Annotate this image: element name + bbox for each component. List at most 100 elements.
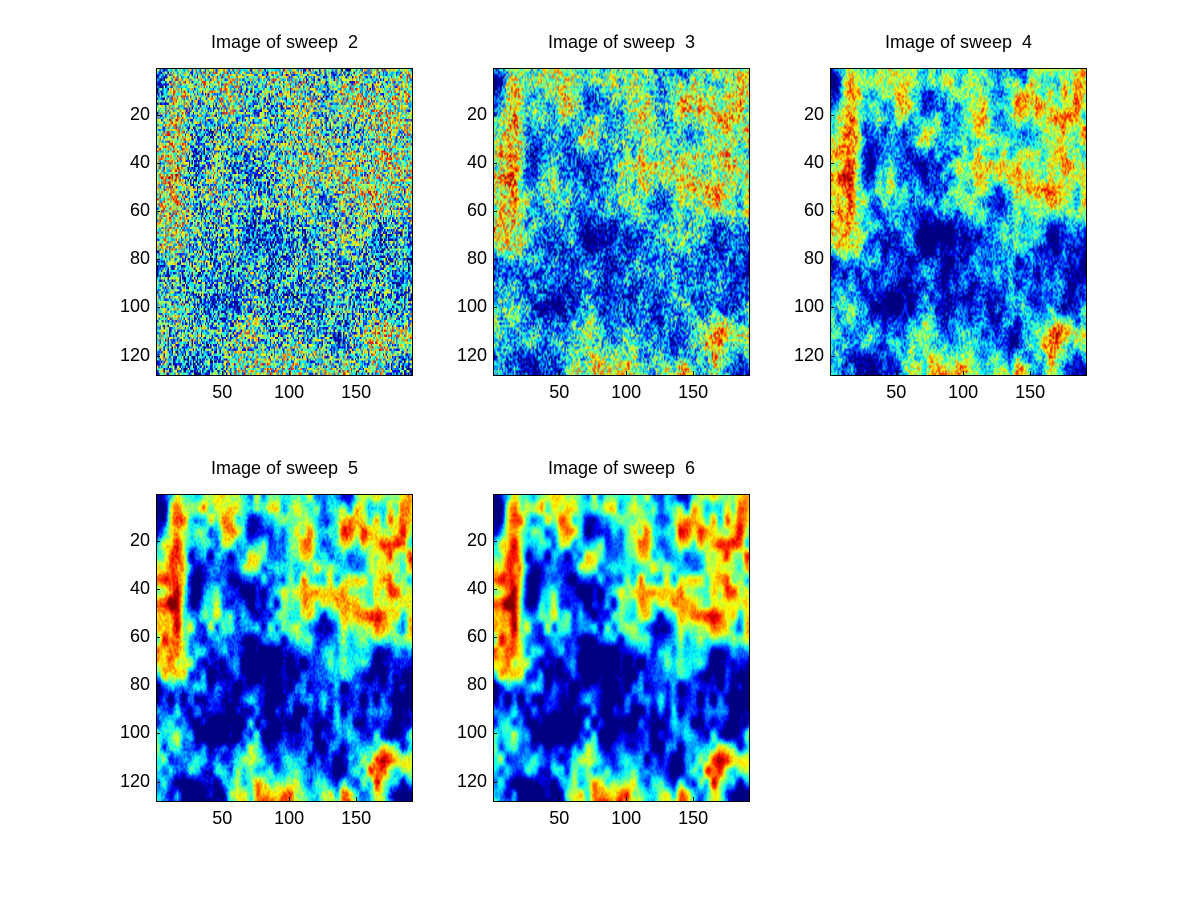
y-tick-mark — [493, 685, 497, 687]
heatmap-image — [157, 495, 412, 801]
y-tick-label: 80 — [466, 674, 487, 695]
y-tick-label: 100 — [456, 296, 487, 317]
y-tick-mark — [830, 114, 834, 116]
x-tick-label: 150 — [678, 808, 709, 828]
y-tick-mark — [156, 781, 160, 783]
x-tick-label: 100 — [611, 808, 642, 828]
y-tick-mark — [156, 540, 160, 542]
x-tick-mark — [356, 797, 358, 801]
heatmap-plot-area — [156, 494, 413, 802]
y-tick-label: 120 — [456, 770, 487, 791]
x-tick-mark — [1030, 371, 1032, 375]
x-tick-label: 150 — [341, 382, 372, 402]
x-tick-label: 100 — [611, 382, 642, 402]
y-tick-label: 40 — [466, 578, 487, 599]
y-tick-label: 100 — [119, 296, 150, 317]
y-tick-mark — [156, 733, 160, 735]
subplot-title: Image of sweep 2 — [210, 32, 359, 52]
y-tick-label: 40 — [466, 152, 487, 173]
x-tick-mark — [963, 371, 965, 375]
y-tick-label: 60 — [466, 626, 487, 647]
heatmap-image — [494, 69, 749, 375]
x-tick-label: 50 — [549, 382, 570, 402]
y-tick-label: 60 — [129, 200, 150, 221]
y-tick-mark — [156, 589, 160, 591]
x-tick-label: 100 — [274, 808, 305, 828]
y-tick-mark — [830, 211, 834, 213]
y-tick-label: 40 — [129, 152, 150, 173]
heatmap-image — [494, 495, 749, 801]
y-tick-label: 100 — [793, 296, 824, 317]
subplot-title: Image of sweep 5 — [210, 458, 359, 478]
x-tick-mark — [559, 797, 561, 801]
y-tick-label: 120 — [793, 344, 824, 365]
subplot-title: Image of sweep 6 — [547, 458, 696, 478]
y-tick-mark — [493, 211, 497, 213]
y-tick-mark — [830, 163, 834, 165]
x-tick-label: 150 — [678, 382, 709, 402]
x-tick-mark — [896, 371, 898, 375]
x-tick-mark — [559, 371, 561, 375]
y-tick-mark — [156, 637, 160, 639]
y-tick-mark — [493, 114, 497, 116]
y-tick-mark — [830, 307, 834, 309]
y-tick-label: 80 — [466, 248, 487, 269]
y-tick-mark — [156, 163, 160, 165]
y-tick-mark — [830, 355, 834, 357]
y-tick-mark — [156, 211, 160, 213]
y-tick-label: 20 — [466, 103, 487, 124]
y-tick-mark — [493, 355, 497, 357]
y-tick-mark — [493, 637, 497, 639]
y-tick-label: 60 — [466, 200, 487, 221]
y-tick-mark — [493, 163, 497, 165]
x-tick-mark — [222, 797, 224, 801]
heatmap-image — [157, 69, 412, 375]
x-tick-label: 50 — [549, 808, 570, 828]
heatmap-plot-area — [493, 68, 750, 376]
y-tick-label: 80 — [129, 674, 150, 695]
x-tick-mark — [693, 371, 695, 375]
y-tick-mark — [830, 259, 834, 261]
y-tick-label: 20 — [129, 103, 150, 124]
y-tick-label: 60 — [129, 626, 150, 647]
y-tick-mark — [156, 259, 160, 261]
heatmap-plot-area — [493, 494, 750, 802]
y-tick-label: 120 — [456, 344, 487, 365]
y-tick-label: 60 — [803, 200, 824, 221]
y-tick-label: 80 — [803, 248, 824, 269]
y-tick-label: 100 — [456, 722, 487, 743]
y-tick-label: 80 — [129, 248, 150, 269]
x-tick-mark — [289, 371, 291, 375]
x-tick-mark — [626, 797, 628, 801]
y-tick-label: 40 — [803, 152, 824, 173]
heatmap-plot-area — [156, 68, 413, 376]
heatmap-image — [831, 69, 1086, 375]
y-tick-mark — [156, 685, 160, 687]
y-tick-mark — [156, 355, 160, 357]
x-tick-label: 50 — [212, 382, 233, 402]
y-tick-label: 20 — [129, 529, 150, 550]
y-tick-mark — [493, 781, 497, 783]
y-tick-mark — [493, 589, 497, 591]
y-tick-mark — [493, 540, 497, 542]
subplot-title: Image of sweep 3 — [547, 32, 696, 52]
x-tick-mark — [626, 371, 628, 375]
x-tick-label: 150 — [341, 808, 372, 828]
x-tick-label: 100 — [948, 382, 979, 402]
subplot-title: Image of sweep 4 — [884, 32, 1033, 52]
y-tick-mark — [493, 259, 497, 261]
y-tick-mark — [493, 733, 497, 735]
x-tick-label: 50 — [886, 382, 907, 402]
y-tick-label: 120 — [119, 770, 150, 791]
x-tick-mark — [693, 797, 695, 801]
y-tick-label: 120 — [119, 344, 150, 365]
y-tick-label: 20 — [803, 103, 824, 124]
x-tick-label: 50 — [212, 808, 233, 828]
x-tick-label: 100 — [274, 382, 305, 402]
y-tick-mark — [156, 114, 160, 116]
y-tick-label: 100 — [119, 722, 150, 743]
heatmap-plot-area — [830, 68, 1087, 376]
y-tick-label: 40 — [129, 578, 150, 599]
y-tick-mark — [156, 307, 160, 309]
